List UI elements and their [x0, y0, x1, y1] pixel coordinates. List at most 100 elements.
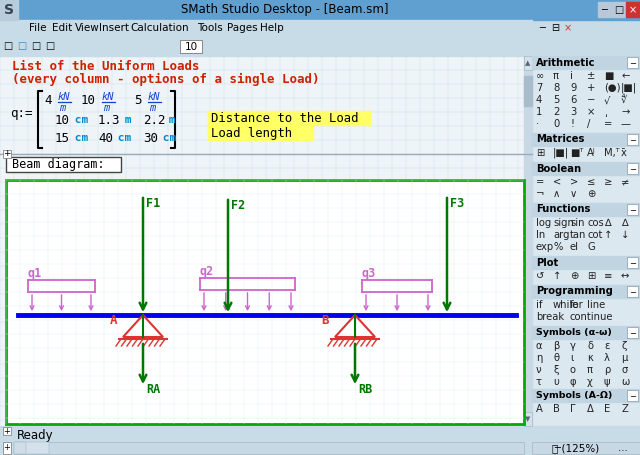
Text: □: □ — [45, 41, 54, 51]
Text: 30: 30 — [143, 131, 158, 145]
Text: ─: ─ — [630, 328, 635, 337]
Bar — [627, 390, 638, 401]
Text: for: for — [570, 300, 584, 310]
Text: χ: χ — [587, 377, 593, 387]
Text: m: m — [59, 103, 65, 113]
Text: ─: ─ — [630, 164, 635, 173]
Text: ←: ← — [621, 71, 629, 81]
Text: (●): (●) — [604, 83, 621, 93]
Bar — [0, 56, 532, 426]
Text: 4: 4 — [536, 95, 542, 105]
Text: /: / — [587, 119, 590, 129]
Text: 9: 9 — [570, 83, 577, 93]
Text: !: ! — [570, 119, 574, 129]
Text: View: View — [75, 23, 99, 33]
Text: 2: 2 — [553, 107, 559, 117]
Text: λ: λ — [604, 353, 610, 363]
Bar — [626, 2, 639, 17]
Text: q1: q1 — [27, 268, 41, 280]
Bar — [532, 133, 640, 146]
Text: log: log — [536, 218, 551, 228]
Text: Pages: Pages — [227, 23, 257, 33]
Text: Programming: Programming — [536, 287, 613, 297]
Bar — [598, 2, 611, 17]
Text: →: → — [621, 107, 629, 117]
Text: cm: cm — [111, 133, 131, 143]
Text: γ: γ — [570, 341, 576, 351]
Text: 2.2: 2.2 — [143, 113, 166, 126]
Text: ∧: ∧ — [553, 189, 561, 199]
Text: ψ: ψ — [604, 377, 611, 387]
Bar — [0, 20, 532, 36]
Text: |■|: |■| — [621, 83, 637, 93]
Text: 1.3: 1.3 — [98, 113, 120, 126]
Bar — [524, 56, 532, 426]
Text: ο: ο — [570, 365, 576, 375]
Text: Beam diagram:: Beam diagram: — [12, 158, 104, 171]
Text: break: break — [536, 312, 564, 322]
Text: kN: kN — [148, 92, 161, 102]
Text: β: β — [553, 341, 559, 351]
Text: F1: F1 — [146, 197, 160, 210]
Text: 8: 8 — [553, 83, 559, 93]
Text: Load length: Load length — [211, 126, 292, 140]
Text: ×: × — [628, 5, 637, 15]
Text: ζ: ζ — [621, 341, 627, 351]
Text: Ε: Ε — [604, 404, 611, 414]
Text: List of the Uniform Loads: List of the Uniform Loads — [12, 61, 200, 74]
Text: 5: 5 — [553, 95, 559, 105]
Text: Functions: Functions — [536, 204, 590, 214]
Text: B: B — [321, 314, 329, 328]
Text: ↔: ↔ — [621, 271, 629, 281]
Text: exp: exp — [536, 242, 554, 252]
Text: tan: tan — [570, 230, 586, 240]
Bar — [627, 257, 638, 268]
Text: ─: ─ — [630, 391, 635, 400]
Text: ─: ─ — [630, 135, 635, 144]
Text: A: A — [109, 314, 117, 328]
Text: ─: ─ — [539, 23, 545, 33]
Text: υ: υ — [553, 377, 559, 387]
Text: ─: ─ — [630, 205, 635, 214]
Bar — [627, 57, 638, 68]
Bar — [14, 442, 524, 454]
Text: ω: ω — [621, 377, 629, 387]
Text: ─: ─ — [602, 5, 607, 15]
Text: π: π — [587, 365, 593, 375]
Text: kN: kN — [58, 92, 70, 102]
Text: Symbols (α-ω): Symbols (α-ω) — [536, 328, 612, 337]
Text: S: S — [4, 3, 14, 17]
Text: m: m — [103, 103, 109, 113]
Text: i: i — [570, 71, 573, 81]
Text: ×: × — [564, 23, 572, 33]
Text: ⊞: ⊞ — [536, 148, 545, 158]
Text: line: line — [587, 300, 605, 310]
Bar — [6, 180, 524, 424]
Text: □: □ — [17, 41, 27, 51]
Text: ι: ι — [570, 353, 573, 363]
Text: q3: q3 — [361, 268, 375, 280]
Bar — [524, 412, 532, 426]
Text: —: — — [621, 119, 631, 129]
Bar — [627, 163, 638, 174]
Text: 5: 5 — [134, 93, 142, 106]
Text: ∨: ∨ — [570, 189, 577, 199]
Text: +: + — [4, 444, 10, 453]
Text: File: File — [29, 23, 47, 33]
Bar — [532, 56, 640, 426]
Text: ─: ─ — [554, 443, 560, 453]
Text: Matrices: Matrices — [536, 135, 584, 145]
Text: Δ: Δ — [587, 404, 594, 414]
Text: Calculation: Calculation — [131, 23, 189, 33]
Text: <: < — [553, 177, 561, 187]
Text: x̄: x̄ — [621, 148, 627, 158]
Text: sign: sign — [553, 218, 574, 228]
Text: ⊞: ⊞ — [587, 271, 595, 281]
Bar — [0, 36, 532, 56]
Text: cm: cm — [68, 133, 88, 143]
Text: ─: ─ — [630, 58, 635, 67]
Text: ¬: ¬ — [536, 189, 545, 199]
Text: ↺: ↺ — [536, 271, 545, 281]
Text: 6: 6 — [570, 95, 577, 105]
Text: q:=: q:= — [10, 106, 33, 120]
